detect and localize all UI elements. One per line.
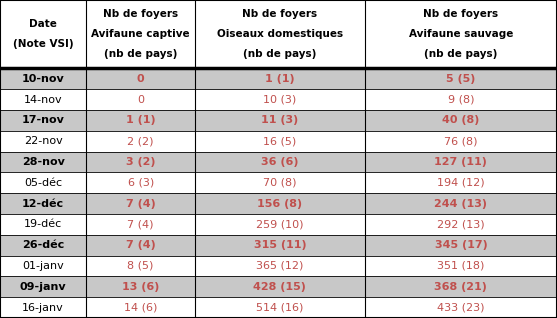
Bar [0,276,557,297]
Text: 13 (6): 13 (6) [122,282,159,292]
Text: 70 (8): 70 (8) [263,178,297,188]
Text: 11 (3): 11 (3) [261,115,299,125]
Bar [0,235,557,256]
Text: (nb de pays): (nb de pays) [104,49,177,59]
Text: 428 (15): 428 (15) [253,282,306,292]
Text: Nb de foyers: Nb de foyers [423,10,499,19]
Text: 156 (8): 156 (8) [257,198,302,209]
Text: 12-déc: 12-déc [22,198,64,209]
Text: 351 (18): 351 (18) [437,261,485,271]
Text: 01-janv: 01-janv [22,261,64,271]
Text: 7 (4): 7 (4) [126,240,155,250]
Text: 0: 0 [137,94,144,105]
Bar [0,214,557,235]
Text: (nb de pays): (nb de pays) [424,49,497,59]
Text: 1 (1): 1 (1) [126,115,155,125]
Text: 16 (5): 16 (5) [263,136,296,146]
Text: 2 (2): 2 (2) [128,136,154,146]
Text: 22-nov: 22-nov [24,136,62,146]
Text: 40 (8): 40 (8) [442,115,480,125]
Text: (nb de pays): (nb de pays) [243,49,316,59]
Text: Date: Date [29,19,57,29]
Text: Nb de foyers: Nb de foyers [103,10,178,19]
Text: Nb de foyers: Nb de foyers [242,10,317,19]
Text: 292 (13): 292 (13) [437,219,485,229]
Text: 9 (8): 9 (8) [448,94,474,105]
Text: 19-déc: 19-déc [24,219,62,229]
Bar [0,256,557,276]
Text: 259 (10): 259 (10) [256,219,304,229]
Text: 05-déc: 05-déc [24,178,62,188]
Text: 3 (2): 3 (2) [126,157,155,167]
Text: 14-nov: 14-nov [24,94,62,105]
Text: Oiseaux domestiques: Oiseaux domestiques [217,29,343,39]
Text: (Note VSI): (Note VSI) [13,39,74,49]
Text: 28-nov: 28-nov [22,157,65,167]
Text: 194 (12): 194 (12) [437,178,485,188]
Text: 76 (8): 76 (8) [444,136,478,146]
Text: 5 (5): 5 (5) [446,74,476,84]
Text: 6 (3): 6 (3) [128,178,154,188]
Text: 1 (1): 1 (1) [265,74,295,84]
Text: 17-nov: 17-nov [22,115,65,125]
Bar [0,131,557,152]
Text: Avifaune sauvage: Avifaune sauvage [409,29,513,39]
Text: 8 (5): 8 (5) [128,261,154,271]
Bar [0,89,557,110]
Text: 14 (6): 14 (6) [124,303,157,313]
Bar [0,110,557,131]
Text: 244 (13): 244 (13) [434,198,487,209]
Text: 127 (11): 127 (11) [434,157,487,167]
Text: 09-janv: 09-janv [20,282,66,292]
Text: 368 (21): 368 (21) [434,282,487,292]
Bar [0,193,557,214]
Text: 0: 0 [137,74,144,84]
Text: 26-déc: 26-déc [22,240,64,250]
Bar [0,152,557,172]
Text: 10 (3): 10 (3) [263,94,296,105]
Bar [0,297,557,318]
Text: 514 (16): 514 (16) [256,303,304,313]
Text: 315 (11): 315 (11) [253,240,306,250]
Text: 345 (17): 345 (17) [434,240,487,250]
Bar [0,0,557,68]
Text: 433 (23): 433 (23) [437,303,485,313]
Bar [0,68,557,89]
Text: 16-janv: 16-janv [22,303,64,313]
Bar [0,172,557,193]
Text: 7 (4): 7 (4) [126,198,155,209]
Text: Avifaune captive: Avifaune captive [91,29,190,39]
Text: 365 (12): 365 (12) [256,261,304,271]
Text: 36 (6): 36 (6) [261,157,299,167]
Text: 10-nov: 10-nov [22,74,65,84]
Text: 7 (4): 7 (4) [128,219,154,229]
